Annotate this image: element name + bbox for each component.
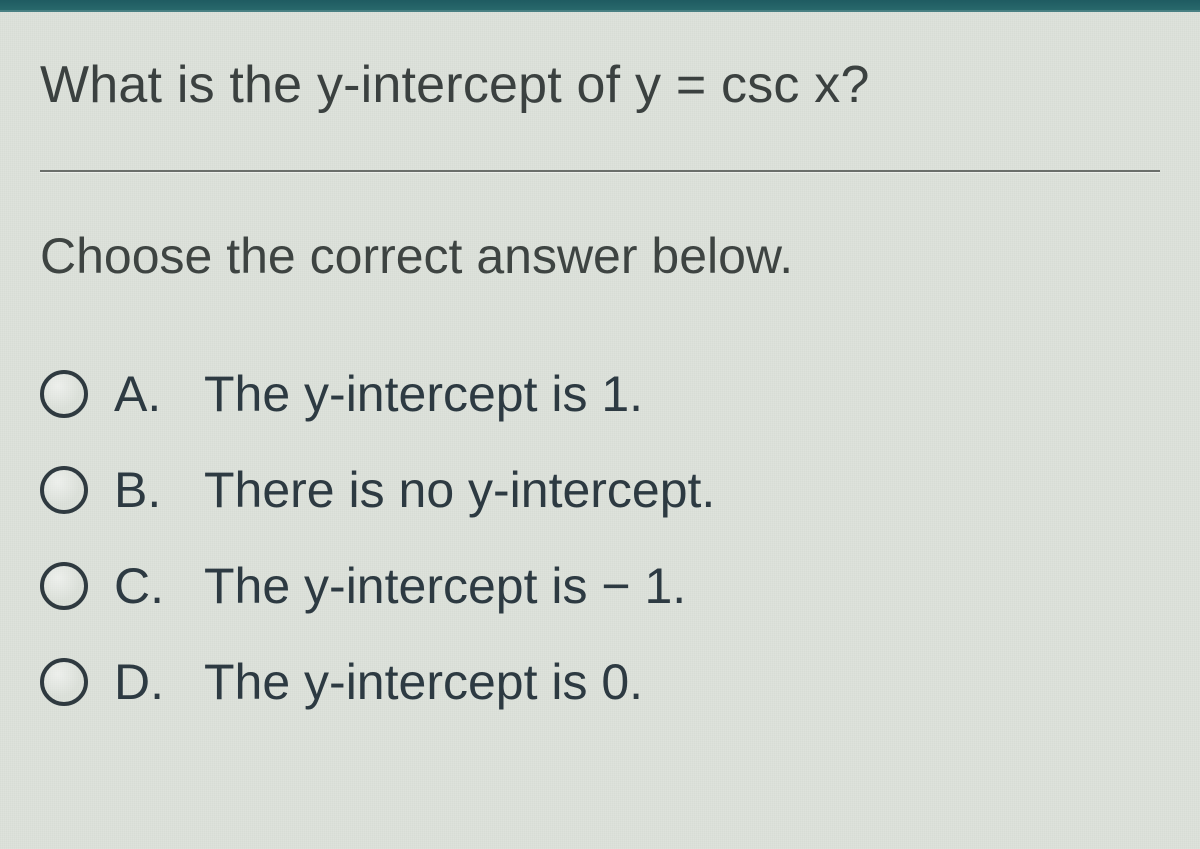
choice-letter: A. — [114, 365, 178, 423]
choice-text: There is no y-intercept. — [204, 461, 715, 519]
radio-icon[interactable] — [40, 466, 88, 514]
section-divider — [40, 170, 1160, 172]
quiz-container: What is the y-intercept of y = csc x? Ch… — [0, 0, 1200, 849]
radio-icon[interactable] — [40, 658, 88, 706]
choice-text: The y-intercept is 1. — [204, 365, 643, 423]
choice-d[interactable]: D. The y-intercept is 0. — [40, 653, 1160, 711]
radio-icon[interactable] — [40, 562, 88, 610]
choices-list: A. The y-intercept is 1. B. There is no … — [40, 365, 1160, 711]
choice-text: The y-intercept is − 1. — [204, 557, 686, 615]
choice-text: The y-intercept is 0. — [204, 653, 643, 711]
choice-a[interactable]: A. The y-intercept is 1. — [40, 365, 1160, 423]
choice-letter: D. — [114, 653, 178, 711]
choice-letter: C. — [114, 557, 178, 615]
choice-c[interactable]: C. The y-intercept is − 1. — [40, 557, 1160, 615]
window-accent-bar — [0, 0, 1200, 12]
radio-icon[interactable] — [40, 370, 88, 418]
question-block: What is the y-intercept of y = csc x? — [40, 0, 1160, 115]
instruction-text: Choose the correct answer below. — [40, 227, 1160, 285]
choice-b[interactable]: B. There is no y-intercept. — [40, 461, 1160, 519]
choice-letter: B. — [114, 461, 178, 519]
question-text: What is the y-intercept of y = csc x? — [40, 55, 1160, 115]
